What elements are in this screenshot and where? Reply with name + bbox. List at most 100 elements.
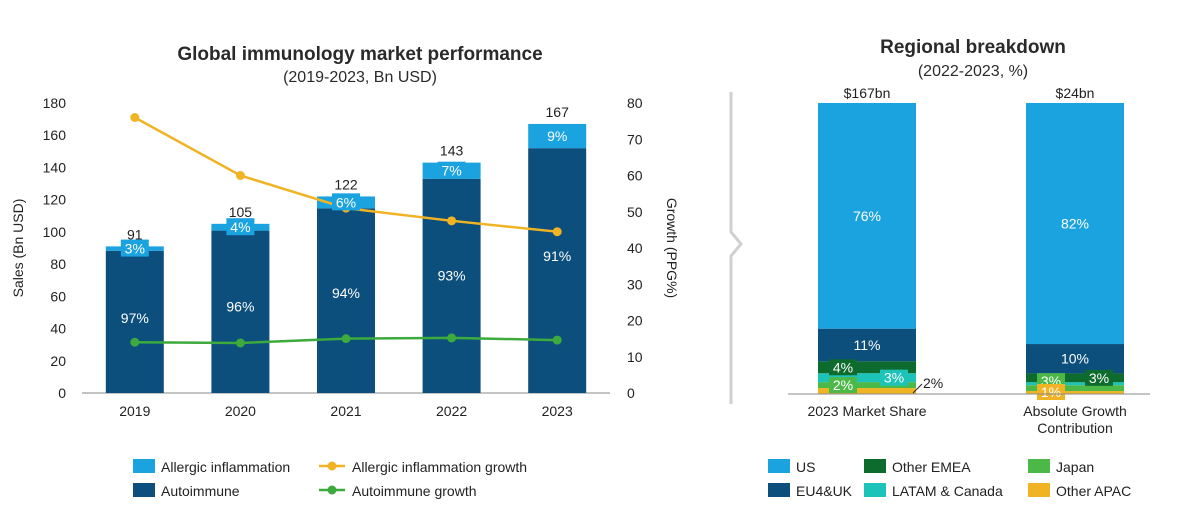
autoimmune-growth-point [341, 334, 351, 344]
left-y-tick-label: 40 [50, 321, 66, 337]
segment-latam-canada [1026, 382, 1124, 386]
legend-marker-autoimmune-growth [327, 485, 337, 495]
legend-swatch-autoimmune [133, 483, 155, 497]
allergic-share-label-box [226, 218, 255, 236]
other-emea-share-label: 4% [833, 359, 853, 375]
allergic-share-label: 7% [441, 163, 461, 179]
latam-canada-share-label: 3% [884, 370, 904, 386]
allergic-growth-point [447, 216, 457, 226]
right-bar-total-label: $167bn [844, 85, 891, 101]
legend-swatch-latam-canada [864, 483, 886, 497]
x-tick-label: 2020 [225, 403, 256, 419]
left-y-tick-label: 60 [50, 288, 66, 304]
latam-canada-share-label-box [880, 369, 908, 386]
right-y-tick-label: 70 [627, 131, 643, 147]
section-divider [729, 92, 743, 404]
left-y-tick-label: 140 [43, 159, 67, 175]
right-bar-total-label: $24bn [1056, 85, 1095, 101]
left-x-axis-ticks: 2019 2020 2021 2022 2023 [119, 403, 573, 419]
right-y-tick-label: 60 [627, 168, 643, 184]
segment-other-emea [818, 361, 916, 374]
legend-label-japan: Japan [1056, 459, 1094, 475]
right-legend: US Other EMEA Japan EU4&UK LATAM & Canada Oth… [768, 459, 1131, 499]
legend-swatch-other-emea [864, 459, 886, 473]
allergic-share-label-box [332, 193, 360, 211]
legend-marker-allergic-growth [327, 461, 337, 471]
segment-other-apac [818, 388, 916, 394]
us-share-label: 76% [853, 208, 881, 224]
autoimmune-share-label: 91% [543, 248, 571, 264]
legend-label-latam-canada: LATAM & Canada [892, 483, 1003, 499]
other-emea-share-label-box [829, 359, 857, 376]
right-y-axis-label: Growth (PPG%) [664, 198, 680, 298]
right-y-tick-label: 50 [627, 204, 643, 220]
eu4uk-share-label: 11% [854, 337, 881, 353]
legend-label-allergic: Allergic inflammation [161, 459, 290, 475]
bar-autoimmune [317, 208, 375, 393]
bar-total-label: 91 [127, 226, 143, 242]
left-y-tick-label: 80 [50, 256, 66, 272]
segment-us [818, 103, 916, 329]
segment-japan [1026, 385, 1124, 392]
autoimmune-share-label: 97% [121, 310, 149, 326]
other-apac-leader-line [912, 383, 923, 394]
autoimmune-growth-point [552, 335, 562, 345]
left-legend: Allergic inflammation Autoimmune Allergic … [133, 459, 527, 499]
left-y-tick-label: 20 [50, 353, 66, 369]
japan-share-label-box [829, 377, 857, 394]
autoimmune-growth-point [235, 338, 245, 348]
allergic-share-label: 3% [125, 241, 145, 257]
legend-label-other-apac: Other APAC [1056, 483, 1131, 499]
right-bars [818, 103, 1124, 394]
allergic-growth-point [552, 227, 562, 237]
allergic-growth-point [130, 113, 140, 122]
legend-label-us: US [796, 459, 815, 475]
legend-swatch-eu4-uk [768, 483, 790, 497]
legend-label-other-emea: Other EMEA [892, 459, 971, 475]
japan-share-label: 2% [833, 377, 853, 393]
right-y-tick-label: 40 [627, 240, 643, 256]
x-tick-label: 2022 [436, 403, 467, 419]
other-apac-growth-label: 1% [1041, 384, 1061, 400]
right-chart-subtitle: (2022-2023, %) [918, 63, 1028, 80]
left-y-axis-label: Sales (Bn USD) [10, 199, 26, 298]
x-tick-label: 2019 [119, 403, 150, 419]
left-chart-subtitle: (2019-2023, Bn USD) [283, 69, 437, 86]
right-y-tick-label: 20 [627, 313, 643, 329]
allergic-share-label: 6% [336, 194, 356, 210]
us-share-label: 82% [1061, 216, 1089, 232]
right-y-tick-label: 30 [627, 276, 643, 292]
segment-eu4-uk [818, 328, 916, 362]
right-x-tick-label: Absolute Growth [1023, 403, 1127, 419]
segment-other-apac [1026, 391, 1124, 394]
legend-label-autoimmune-growth: Autoimmune growth [352, 483, 477, 499]
segment-other-emea [1026, 373, 1124, 383]
left-y-tick-label: 100 [43, 224, 67, 240]
legend-swatch-other-apac [1028, 483, 1050, 497]
right-x-tick-label: Contribution [1037, 420, 1113, 436]
autoimmune-share-label: 94% [332, 285, 360, 301]
allergic-share-label-box [120, 239, 149, 257]
autoimmune-growth-point [130, 337, 140, 347]
x-tick-label: 2023 [542, 403, 573, 419]
right-x-tick-label: 2023 Market Share [807, 403, 926, 419]
legend-label-eu4-uk: EU4&UK [796, 483, 853, 499]
eu4uk-share-label: 10% [1061, 351, 1089, 367]
left-chart-title: Global immunology market performance [177, 44, 542, 65]
bar-autoimmune [105, 250, 164, 393]
segment-latam-canada [818, 373, 916, 383]
right-chart-title: Regional breakdown [880, 37, 1066, 58]
autoimmune-growth-point [447, 333, 457, 343]
bar-autoimmune [528, 148, 587, 393]
allergic-share-label: 4% [230, 219, 250, 235]
bar-autoimmune [211, 230, 270, 393]
left-y-tick-label: 0 [58, 385, 66, 401]
allergic-share-label-box [437, 161, 466, 179]
segment-japan [818, 382, 916, 389]
bar-total-label: 105 [229, 204, 253, 220]
other-emea-growth-label-box [1085, 369, 1113, 386]
left-y-tick-label: 160 [43, 127, 67, 143]
legend-label-allergic-growth: Allergic inflammation growth [352, 459, 527, 475]
right-y-tick-label: 0 [627, 385, 635, 401]
legend-swatch-japan [1028, 459, 1050, 473]
